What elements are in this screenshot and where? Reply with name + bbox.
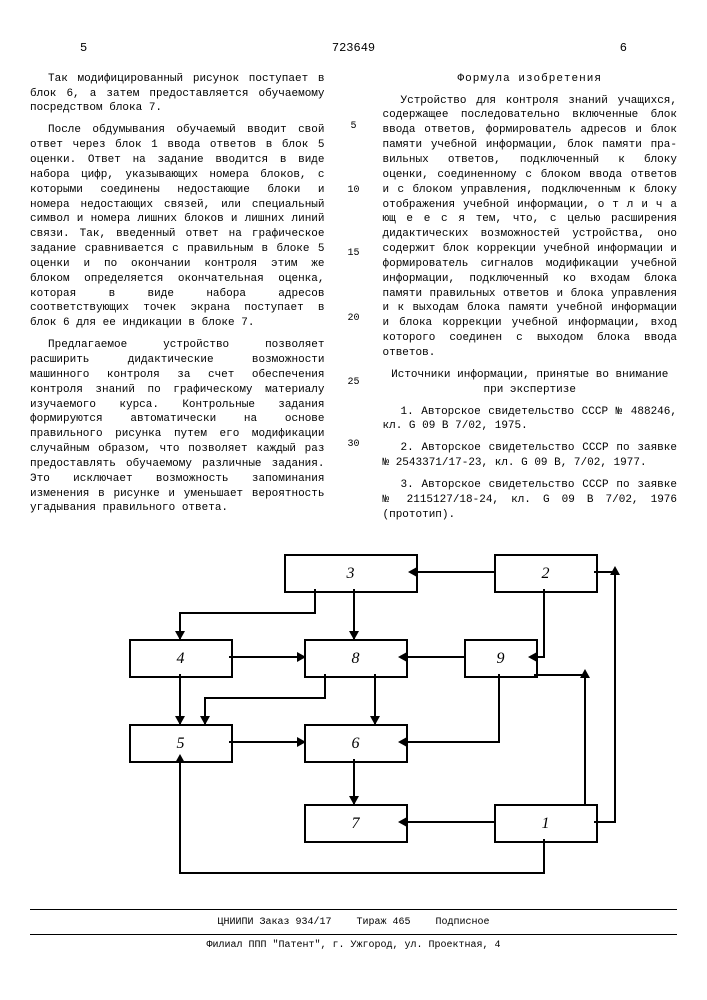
page-num-left: 5 xyxy=(80,40,87,57)
block-1: 1 xyxy=(494,804,598,843)
source-1: 1. Авторское свидетельство СССР № 488246… xyxy=(383,405,678,435)
edge-2-9a xyxy=(543,589,545,656)
arrow-icon xyxy=(297,737,306,747)
page-num-right: 6 xyxy=(620,40,627,57)
edge-2-3 xyxy=(414,571,494,573)
left-column: Так модифицированный рисунок пос­тупает … xyxy=(30,72,325,530)
line-num: 5 xyxy=(345,120,363,134)
edge-1-5b xyxy=(179,872,545,874)
doc-number: 723649 xyxy=(332,40,375,57)
arrow-icon xyxy=(370,716,380,725)
arrow-icon xyxy=(297,652,306,662)
footer-tirazh: Тираж 465 xyxy=(357,916,411,930)
arrow-icon xyxy=(398,652,407,662)
footer-org: ЦНИИПИ Заказ 934/17 xyxy=(217,916,331,930)
edge-5-6 xyxy=(229,741,304,743)
left-p2: После обдумывания обучаемый вво­дит свой… xyxy=(30,123,325,331)
block-3: 3 xyxy=(284,554,418,593)
formula-title: Формула изобретения xyxy=(383,72,678,87)
arrow-icon xyxy=(175,754,185,763)
edge-8-5a xyxy=(324,674,326,699)
edge-2-1c xyxy=(594,821,616,823)
source-2: 2. Авторское свидетельство СССР по заявк… xyxy=(383,441,678,471)
line-num: 10 xyxy=(345,184,363,198)
edge-1-9a xyxy=(584,674,586,804)
edge-4-8 xyxy=(229,656,304,658)
arrow-icon xyxy=(349,631,359,640)
arrow-icon xyxy=(528,652,537,662)
right-column: Формула изобретения Устройство для контр… xyxy=(383,72,678,530)
arrow-icon xyxy=(580,669,590,678)
block-6: 6 xyxy=(304,724,408,763)
block-diagram: 1 2 3 4 5 6 7 8 9 xyxy=(94,549,614,889)
arrow-icon xyxy=(200,716,210,725)
block-9: 9 xyxy=(464,639,538,678)
edge-9-6b xyxy=(404,741,500,743)
line-num: 20 xyxy=(345,312,363,326)
edge-1-7 xyxy=(404,821,494,823)
edge-3-4b xyxy=(179,612,316,614)
page-header: 5 723649 6 xyxy=(30,40,677,57)
arrow-icon xyxy=(408,567,417,577)
text-columns: Так модифицированный рисунок пос­тупает … xyxy=(30,72,677,530)
arrow-icon xyxy=(398,817,407,827)
block-8: 8 xyxy=(304,639,408,678)
line-num: 15 xyxy=(345,247,363,261)
edge-1-5a xyxy=(543,839,545,874)
block-7: 7 xyxy=(304,804,408,843)
right-p1: Устройство для контроля знаний учащихся,… xyxy=(383,94,678,361)
arrow-icon xyxy=(175,716,185,725)
footer-addr: Филиал ППП "Патент", г. Ужгород, ул. Про… xyxy=(30,939,677,953)
source-3: 3. Авторское свидетельство СССР по заявк… xyxy=(383,478,678,523)
edge-8-5b xyxy=(204,697,326,699)
line-num: 30 xyxy=(345,438,363,452)
block-4: 4 xyxy=(129,639,233,678)
sources-title: Источники информации, принятые во вниман… xyxy=(383,368,678,398)
footer-sign: Подписное xyxy=(436,916,490,930)
edge-3-4a xyxy=(314,589,316,614)
edge-2-1a xyxy=(614,571,616,821)
edge-1-9b xyxy=(534,674,586,676)
line-num: 25 xyxy=(345,376,363,390)
block-2: 2 xyxy=(494,554,598,593)
left-p1: Так модифицированный рисунок пос­тупает … xyxy=(30,72,325,117)
footer: ЦНИИПИ Заказ 934/17 Тираж 465 Подписное … xyxy=(30,909,677,953)
arrow-icon xyxy=(349,796,359,805)
line-number-gutter: 5 10 15 20 25 30 xyxy=(345,72,363,530)
arrow-icon xyxy=(610,566,620,575)
edge-1-5c xyxy=(179,759,181,874)
left-p3: Предлагаемое устройство позволя­ет расши… xyxy=(30,338,325,516)
edge-9-8 xyxy=(404,656,464,658)
arrow-icon xyxy=(175,631,185,640)
arrow-icon xyxy=(398,737,407,747)
edge-9-6a xyxy=(498,674,500,741)
